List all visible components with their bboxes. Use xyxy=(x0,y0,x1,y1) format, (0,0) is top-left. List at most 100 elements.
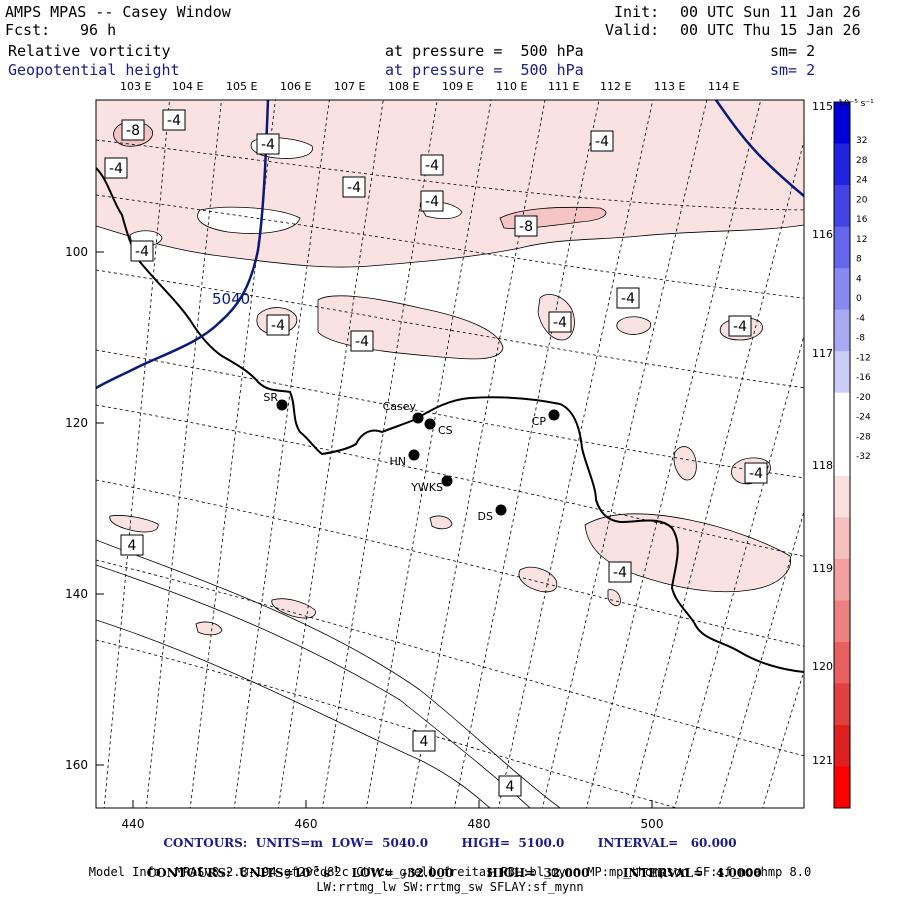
field2-smooth: sm= 2 xyxy=(770,61,816,79)
vorticity-label: -4 xyxy=(271,318,285,334)
valid-value: 00 UTC Thu 15 Jan 26 xyxy=(680,21,861,39)
colorbar-tick-label: -12 xyxy=(856,353,871,363)
colorbar-segment xyxy=(834,226,850,269)
vorticity-label-box xyxy=(498,775,522,797)
footer-contours-vorticity: CONTOURS: UNITS=10-5 s-1 LOW= -32.000 HI… xyxy=(0,850,900,880)
colorbar-segment xyxy=(834,600,850,643)
colorbar-tick-label: 32 xyxy=(856,136,867,146)
vorticity-labels: -8 -4 -4 -4 -4 -4 -4 -4 -8 -4 -4 -4 -4 -4 -4 -4 -4 4 4 4 xyxy=(104,109,768,797)
field2-level: at pressure = 500 hPa xyxy=(385,61,584,79)
station-label: SR xyxy=(263,391,278,404)
vorticity-label: 4 xyxy=(420,734,429,750)
y-tick-label: 100 xyxy=(65,245,88,259)
map-title: AMPS MPAS -- Casey Window xyxy=(5,3,231,21)
colorbar-segment xyxy=(834,724,850,767)
vorticity-label-box xyxy=(350,330,374,352)
vorticity-label: -4 xyxy=(613,565,627,581)
valid-label: Valid: xyxy=(605,21,660,39)
vorticity-label-box xyxy=(121,119,145,141)
station-marker xyxy=(424,418,436,430)
vorticity-label-box xyxy=(342,176,366,198)
vorticity-label: 4 xyxy=(506,779,515,795)
x-tick-labels: 440 460 480 500 xyxy=(122,817,664,831)
vorticity-label: -4 xyxy=(749,466,763,482)
forecast-value: 96 h xyxy=(80,21,117,39)
footer-line2-a: CONTOURS: UNITS=10 xyxy=(146,866,311,880)
vorticity-label: -4 xyxy=(553,315,567,331)
colorbar-tick-label: 16 xyxy=(856,215,868,225)
lon-label-top: 110 E xyxy=(496,80,527,93)
vorticity-label: 4 xyxy=(128,538,137,554)
vorticity-label-box xyxy=(120,534,144,556)
x-tick-label: 480 xyxy=(468,817,491,831)
init-label: Init: xyxy=(614,3,660,21)
station-label: YWKS xyxy=(410,481,443,494)
colorbar-tick-label: -8 xyxy=(856,334,865,344)
vorticity-label: -4 xyxy=(167,113,181,129)
colorbar-tick-label: -20 xyxy=(856,393,871,403)
colorbar-tick-label: 24 xyxy=(856,176,868,186)
field1-level: at pressure = 500 hPa xyxy=(385,42,584,60)
lon-label-top: 109 E xyxy=(442,80,473,93)
vorticity-label: -4 xyxy=(425,194,439,210)
lon-label-top: 113 E xyxy=(654,80,685,93)
colorbar-segment xyxy=(834,641,850,684)
lat-lon-grid xyxy=(96,100,804,808)
colorbar: 32 28 24 20 16 12 8 4 0 -4 -8 -12 -16 -20 -24 -28 -32 xyxy=(833,101,871,809)
colorbar-unit: 10⁻⁵ s⁻¹ xyxy=(838,99,874,109)
height-contour-label: 5040 xyxy=(212,290,250,308)
vorticity-label-box xyxy=(266,314,290,336)
station-marker xyxy=(495,504,507,516)
footer-line2-c: s xyxy=(319,866,331,880)
vorticity-label: -4 xyxy=(621,291,635,307)
colorbar-segment xyxy=(834,351,850,394)
colorbar-segment xyxy=(834,475,850,518)
thin-contours xyxy=(96,539,561,808)
vorticity-shading xyxy=(96,100,804,636)
colorbar-segment xyxy=(834,517,850,560)
coastline xyxy=(96,167,804,673)
vorticity-label-box xyxy=(104,157,128,179)
station-marker xyxy=(548,409,560,421)
colorbar-tick-label: -4 xyxy=(856,314,865,324)
colorbar-segment xyxy=(834,766,850,809)
vorticity-label: -4 xyxy=(347,180,361,196)
vorticity-label: -4 xyxy=(733,319,747,335)
y-tick-label: 140 xyxy=(65,587,88,601)
colorbar-segment xyxy=(834,434,850,477)
colorbar-tick-label: 12 xyxy=(856,235,867,245)
station-label: CS xyxy=(438,424,453,437)
x-tick-label: 440 xyxy=(122,817,145,831)
vorticity-label-box xyxy=(514,215,538,237)
vorticity-label: -4 xyxy=(595,134,609,150)
colorbar-tick-label: 4 xyxy=(856,274,862,284)
station-marker xyxy=(412,412,424,424)
vorticity-label-box xyxy=(744,462,768,484)
y-tick-label: 160 xyxy=(65,758,88,772)
vorticity-label-box xyxy=(728,315,752,337)
station-label: CP xyxy=(532,415,547,428)
vorticity-label-box xyxy=(548,311,572,333)
colorbar-tick-label: 8 xyxy=(856,255,862,265)
lon-top-labels: 103 E 104 E 105 E 106 E 107 E 108 E 109 E 110 E… xyxy=(120,80,739,93)
colorbar-segment xyxy=(834,392,850,435)
y-tick-labels: 100 120 140 160 xyxy=(65,245,88,772)
lon-label-top: 112 E xyxy=(600,80,631,93)
colorbar-segment xyxy=(834,268,850,311)
field2-name: Geopotential height xyxy=(8,61,180,79)
lon-label-top: 104 E xyxy=(172,80,203,93)
colorbar-tick-label: 28 xyxy=(856,156,868,166)
footer-contours-height: CONTOURS: UNITS=m LOW= 5040.0 HIGH= 5100… xyxy=(163,836,737,850)
footer-line2-d: -1 xyxy=(330,864,339,874)
geopotential-contours xyxy=(96,100,804,390)
colorbar-segment xyxy=(834,683,850,726)
forecast-label: Fcst: xyxy=(5,21,51,39)
footer-line2-b: -5 xyxy=(310,864,320,874)
vorticity-label: -4 xyxy=(261,137,275,153)
vorticity-label: -4 xyxy=(425,158,439,174)
lon-label-top: 106 E xyxy=(280,80,311,93)
station-label: DS xyxy=(478,510,493,523)
colorbar-tick-label: -16 xyxy=(856,373,871,383)
